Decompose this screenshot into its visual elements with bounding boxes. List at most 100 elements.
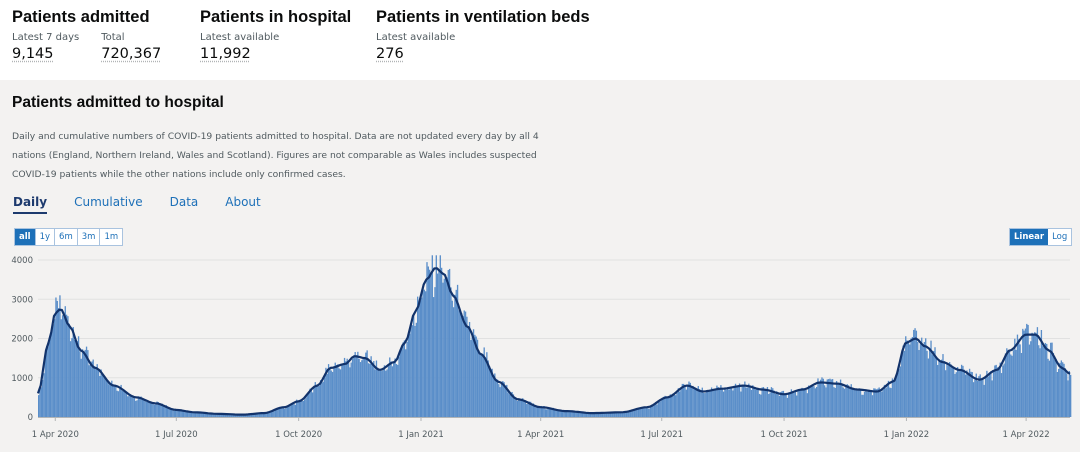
- daily-bar: [57, 308, 60, 417]
- metric-value[interactable]: 9,145: [12, 46, 54, 62]
- daily-bar: [455, 289, 457, 417]
- daily-bar: [651, 404, 653, 417]
- daily-bar: [242, 414, 245, 417]
- daily-bar: [414, 325, 416, 417]
- daily-bar: [386, 369, 388, 417]
- daily-bar: [44, 356, 46, 417]
- daily-bar: [415, 322, 418, 417]
- daily-bar: [978, 376, 980, 417]
- daily-bar: [459, 313, 461, 417]
- daily-bar: [587, 412, 589, 417]
- daily-bar: [660, 399, 662, 417]
- daily-bar: [633, 409, 636, 417]
- daily-bar: [204, 412, 206, 417]
- daily-bar: [607, 412, 609, 417]
- daily-bar: [500, 383, 503, 417]
- daily-bar: [325, 367, 327, 417]
- daily-bar: [210, 413, 213, 417]
- daily-bar: [270, 411, 273, 417]
- metric-value[interactable]: 11,992: [200, 46, 251, 62]
- daily-bar: [409, 333, 411, 417]
- daily-bar: [276, 410, 278, 417]
- daily-bar: [61, 315, 64, 417]
- daily-bar: [164, 406, 166, 417]
- daily-bar: [649, 406, 652, 417]
- daily-bar: [250, 413, 253, 417]
- daily-bar: [286, 405, 289, 417]
- daily-bar: [958, 369, 960, 417]
- daily-bar: [512, 394, 515, 417]
- daily-bar: [111, 380, 113, 417]
- daily-bar: [1002, 365, 1004, 417]
- daily-bar: [84, 349, 86, 417]
- daily-bar: [197, 412, 199, 417]
- daily-bar: [309, 388, 311, 417]
- range-1y-button[interactable]: 1y: [36, 229, 56, 245]
- daily-bar: [1023, 330, 1025, 417]
- range-6m-button[interactable]: 6m: [55, 229, 78, 245]
- range-1m-button[interactable]: 1m: [104, 232, 119, 242]
- tab-cumulative[interactable]: Cumulative: [74, 195, 143, 209]
- daily-bar: [406, 341, 408, 417]
- admissions-chart[interactable]: 0 1000 2000 3000 4000 1 Apr 2020 1 Jul 2020 1 O…: [0, 80, 1080, 452]
- daily-bar: [452, 307, 455, 417]
- daily-bar: [486, 352, 488, 417]
- tab-about[interactable]: About: [225, 195, 261, 209]
- ventilation-summary: Patients in ventilation beds Latest avai…: [376, 8, 590, 62]
- daily-bar: [886, 385, 888, 417]
- daily-bar: [801, 387, 803, 417]
- daily-bar: [777, 394, 779, 417]
- daily-bar: [1046, 343, 1048, 417]
- daily-bar: [550, 407, 552, 417]
- daily-bar: [584, 412, 586, 417]
- daily-bar: [381, 371, 383, 417]
- daily-bar: [492, 375, 495, 417]
- daily-bar: [890, 388, 892, 417]
- daily-bar: [635, 409, 637, 417]
- daily-bar: [851, 388, 854, 417]
- daily-bar: [519, 398, 521, 417]
- daily-bar: [393, 363, 395, 417]
- daily-bar: [290, 403, 293, 417]
- metric-value[interactable]: 720,367: [101, 46, 162, 62]
- daily-bar: [104, 376, 106, 417]
- daily-bar: [343, 357, 346, 417]
- daily-bar: [919, 344, 922, 417]
- daily-bar: [813, 386, 815, 417]
- daily-bar: [91, 361, 93, 417]
- scale-log-button[interactable]: Log: [1052, 232, 1068, 242]
- scale-linear-button[interactable]: Linear: [1010, 229, 1049, 245]
- daily-bar: [1028, 344, 1031, 417]
- daily-bar: [442, 282, 444, 417]
- daily-bar: [870, 390, 872, 417]
- daily-bar: [849, 388, 851, 417]
- daily-bar: [671, 394, 673, 417]
- daily-bar: [1026, 323, 1028, 417]
- daily-bar: [694, 388, 697, 417]
- daily-bar: [1048, 360, 1051, 417]
- range-all-button[interactable]: all: [15, 229, 36, 245]
- range-3m-button[interactable]: 3m: [78, 229, 101, 245]
- x-tick-label: 1 Apr 2022: [1003, 430, 1050, 440]
- daily-bar: [468, 322, 471, 417]
- daily-bar: [972, 382, 975, 417]
- daily-bar: [790, 389, 793, 417]
- daily-bar: [786, 397, 789, 417]
- daily-bar: [67, 316, 69, 417]
- daily-bar: [585, 412, 588, 417]
- tab-data[interactable]: Data: [169, 195, 199, 209]
- daily-bar: [389, 357, 391, 417]
- daily-bar: [597, 412, 600, 417]
- daily-bar: [1010, 354, 1012, 417]
- metric-value[interactable]: 276: [376, 46, 404, 62]
- daily-bar: [907, 341, 910, 417]
- daily-bar: [664, 395, 666, 417]
- daily-bar: [252, 413, 254, 417]
- daily-bar: [713, 389, 715, 417]
- daily-bar: [1008, 350, 1011, 417]
- daily-bar: [467, 326, 469, 417]
- daily-bar: [160, 403, 162, 417]
- tab-daily[interactable]: Daily: [13, 195, 48, 214]
- daily-bar: [690, 387, 693, 417]
- daily-bar: [918, 350, 920, 417]
